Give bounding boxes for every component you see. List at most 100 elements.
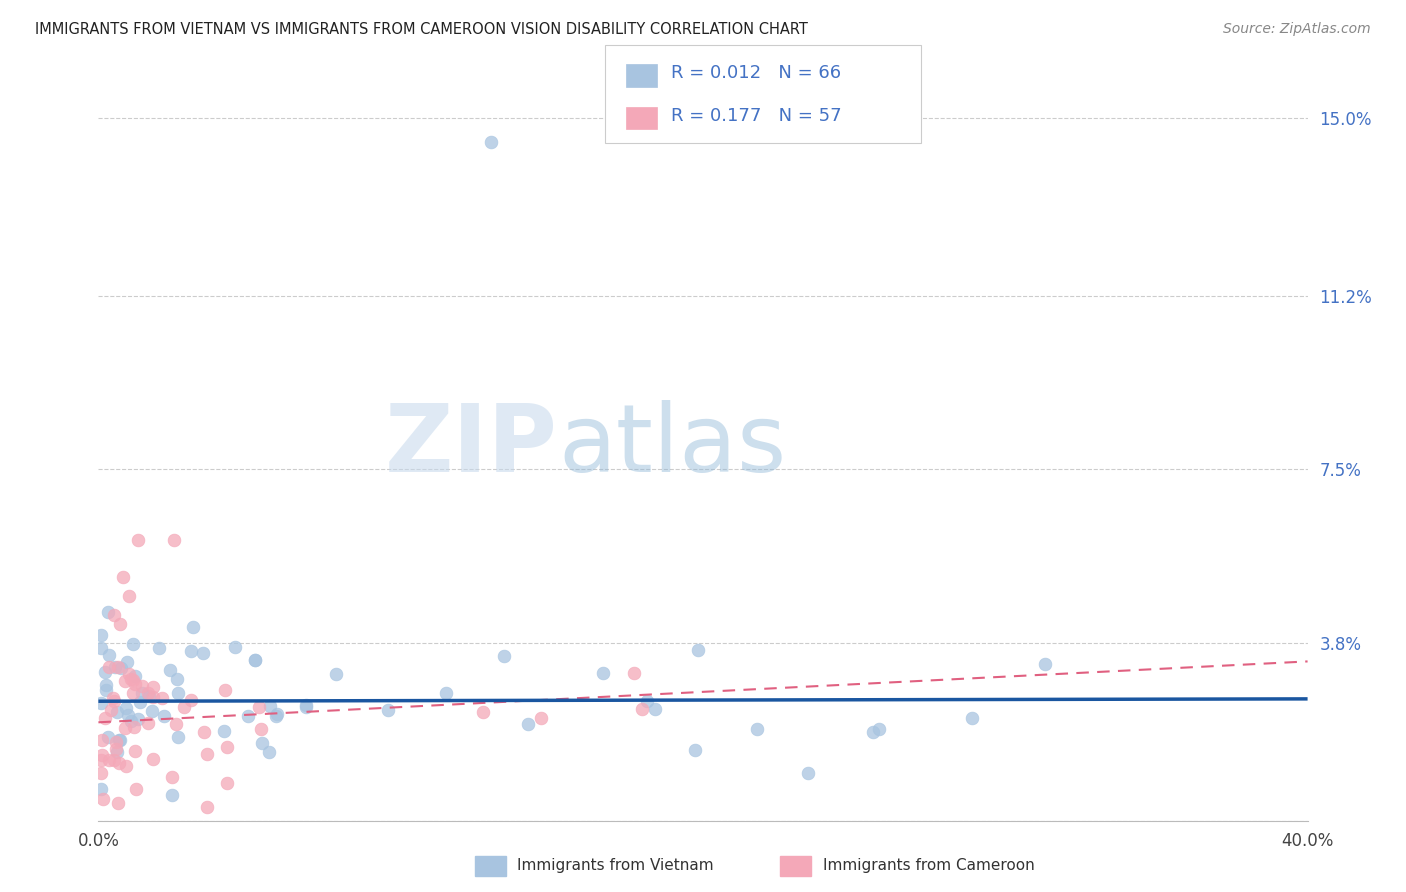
Point [217,775,239,789]
Point [193,724,215,739]
Point [91,748,114,763]
Point [108,617,131,632]
Point [295,699,318,714]
Point [138,689,160,703]
Point [90,782,112,797]
Point [97,730,120,744]
Point [124,720,146,734]
Point [107,756,129,770]
Point [472,705,495,719]
Point [159,664,181,678]
Point [148,640,170,655]
Point [266,706,288,721]
Point [107,660,129,674]
Point [181,620,204,634]
Point [295,698,318,713]
Point [91,791,114,805]
Point [104,735,127,749]
Text: atlas: atlas [558,400,786,492]
Point [257,745,280,759]
Point [108,733,131,747]
Point [127,533,149,547]
Point [96,678,118,692]
Point [118,667,141,681]
Point [212,723,235,738]
Point [98,660,121,674]
Point [96,605,118,619]
Point [96,682,118,697]
Point [124,781,146,796]
Point [868,723,890,737]
Point [105,706,128,720]
Point [136,715,159,730]
Point [481,135,503,149]
Point [94,711,117,725]
Point [494,649,516,664]
Point [136,686,159,700]
Point [745,723,768,737]
Point [103,607,125,622]
Point [247,699,270,714]
Point [124,677,146,691]
Text: R = 0.012   N = 66: R = 0.012 N = 66 [671,64,841,82]
Point [128,712,150,726]
Point [115,701,138,715]
Point [686,643,709,657]
Point [516,717,538,731]
Point [107,796,129,810]
Point [631,702,654,716]
Text: Immigrants from Cameroon: Immigrants from Cameroon [823,858,1035,872]
Point [105,742,128,756]
Point [111,570,134,584]
Point [377,703,399,717]
Point [118,589,141,603]
Text: IMMIGRANTS FROM VIETNAM VS IMMIGRANTS FROM CAMEROON VISION DISABILITY CORRELATIO: IMMIGRANTS FROM VIETNAM VS IMMIGRANTS FR… [35,22,808,37]
Point [131,685,153,699]
Point [103,693,125,707]
Point [1033,657,1056,672]
Point [129,695,152,709]
Point [90,753,112,767]
Point [796,766,818,780]
Point [142,690,165,705]
Point [124,744,146,758]
Point [685,743,707,757]
Point [104,660,127,674]
Point [90,696,112,710]
Point [245,653,267,667]
Point [195,747,218,761]
Point [90,765,112,780]
Point [107,733,129,747]
Point [117,707,139,722]
Point [195,799,218,814]
Point [180,693,202,707]
Point [124,669,146,683]
Point [217,740,239,755]
Point [862,725,884,739]
Point [264,708,287,723]
Point [592,666,614,681]
Point [90,641,112,656]
Point [122,637,145,651]
Point [115,655,138,669]
Point [249,722,271,736]
Point [960,711,983,725]
Point [434,686,457,700]
Point [101,690,124,705]
Point [150,691,173,706]
Text: ZIP: ZIP [385,400,558,492]
Point [114,673,136,688]
Point [166,686,188,700]
Point [245,653,267,667]
Text: R = 0.177   N = 57: R = 0.177 N = 57 [671,107,841,125]
Point [120,714,142,728]
Point [115,759,138,773]
Point [131,679,153,693]
Point [110,661,132,675]
Text: Immigrants from Vietnam: Immigrants from Vietnam [517,858,714,872]
Point [167,731,190,745]
Point [166,673,188,687]
Point [141,752,163,766]
Point [165,717,187,731]
Point [153,709,176,723]
